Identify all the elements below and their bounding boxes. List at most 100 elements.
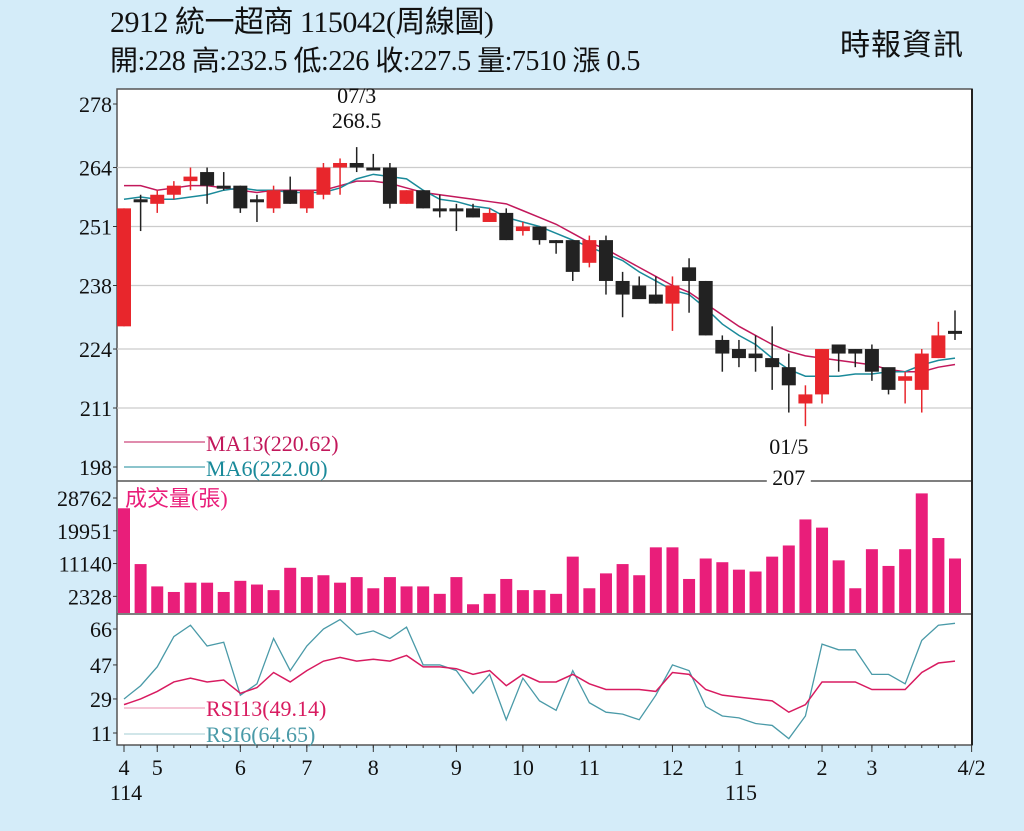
volume-bar: [683, 578, 696, 613]
volume-bar: [483, 593, 496, 613]
volume-bar: [284, 567, 297, 613]
volume-bar: [300, 577, 313, 613]
chart-title: 2912 統一超商 115042(周線圖): [110, 6, 494, 39]
candle-body: [499, 212, 514, 241]
x-tick-label: 3: [866, 755, 877, 780]
candle-body: [549, 240, 564, 244]
legend-bg: [205, 458, 351, 480]
legend-ma13: MA13(220.62): [206, 431, 339, 456]
volume-bar: [533, 590, 546, 613]
y-tick-label: 251: [79, 215, 112, 240]
rsi-tick-label: 29: [90, 687, 112, 712]
rsi13-line: [123, 654, 956, 714]
volume-bar: [516, 590, 529, 613]
volume-bar: [932, 538, 945, 613]
volume-bar: [949, 558, 961, 613]
volume-bar: [317, 575, 330, 613]
legend-rsi13: RSI13(49.14): [206, 696, 326, 721]
volume-bar: [882, 565, 895, 613]
candle-body: [881, 367, 896, 390]
candle-body: [200, 172, 215, 186]
volume-bar: [450, 577, 463, 613]
volume-bar: [217, 591, 230, 613]
volume-bar: [334, 582, 347, 613]
candle-body: [748, 353, 763, 359]
annotation-value: 207: [772, 465, 805, 490]
candle-body: [166, 185, 181, 195]
volume-bar: [267, 590, 280, 613]
candle-body: [482, 212, 497, 222]
volume-bar: [500, 578, 513, 613]
candle-body: [731, 349, 746, 359]
candle-body: [316, 167, 331, 195]
volume-bar: [367, 588, 380, 613]
candle-body: [715, 339, 730, 354]
candle-body: [299, 190, 314, 209]
candle-body: [399, 190, 414, 204]
candle-body: [449, 208, 464, 212]
candle-body: [898, 376, 913, 381]
volume-bar: [699, 558, 712, 613]
candle-body: [864, 349, 879, 372]
candle-body: [815, 349, 830, 395]
volume-bar: [118, 508, 130, 613]
volume-bar: [433, 593, 446, 613]
candle-body: [515, 226, 530, 232]
volume-bar: [350, 577, 363, 613]
volume-bar: [201, 582, 214, 613]
volume-bar: [749, 571, 762, 613]
candle-body: [698, 280, 713, 336]
candle-body: [682, 267, 697, 281]
candle-body: [432, 208, 447, 212]
volume-bar: [616, 564, 629, 613]
annotation-date: 01/5: [769, 434, 808, 459]
x-tick-label: 12: [661, 755, 683, 780]
candle-body: [133, 199, 148, 203]
x-tick-label: 7: [301, 755, 312, 780]
candle-body: [382, 167, 397, 204]
volume-bar: [633, 575, 646, 613]
data-source-label: 時報資訊: [840, 28, 964, 63]
candle-body: [349, 162, 364, 168]
annotation-bg: [766, 466, 811, 486]
x-tick-label: 2: [817, 755, 828, 780]
x-tick-label: 11: [579, 755, 600, 780]
y-tick-label: 198: [79, 455, 112, 480]
volume-bar: [649, 547, 662, 613]
volume-tick-label: 11140: [59, 552, 112, 577]
volume-bar: [716, 562, 729, 613]
volume-bar: [184, 582, 197, 613]
rsi-tick-label: 66: [90, 617, 112, 642]
candle-body: [233, 185, 248, 209]
x-tick-label: 6: [235, 755, 246, 780]
volume-bar: [599, 573, 612, 613]
y-tick-label: 211: [80, 396, 112, 421]
x-tick-label: 8: [368, 755, 379, 780]
candle-body: [565, 240, 580, 272]
volume-bar: [400, 586, 413, 613]
y-tick-label: 238: [79, 274, 112, 299]
candle-body: [249, 199, 264, 203]
x-tick-year: 115: [725, 780, 757, 805]
candle-body: [117, 208, 131, 327]
volume-bar: [550, 593, 563, 613]
volume-bar: [666, 547, 679, 613]
candle-body: [931, 335, 946, 359]
volume-bar: [832, 560, 845, 613]
rsi6-line: [123, 618, 956, 740]
volume-bar: [383, 577, 396, 613]
volume-bar: [816, 527, 829, 613]
x-tick-label: 5: [152, 755, 163, 780]
candle-body: [366, 167, 381, 171]
candle-body: [781, 367, 796, 386]
volume-bar: [566, 556, 579, 613]
candle-body: [914, 353, 929, 390]
y-tick-label: 278: [79, 92, 112, 117]
candle-body: [216, 185, 231, 189]
y-tick-label: 224: [79, 337, 112, 362]
candle-body: [598, 240, 613, 281]
candle-body: [582, 240, 597, 263]
candle-body: [765, 358, 780, 368]
candle-body: [266, 190, 281, 209]
